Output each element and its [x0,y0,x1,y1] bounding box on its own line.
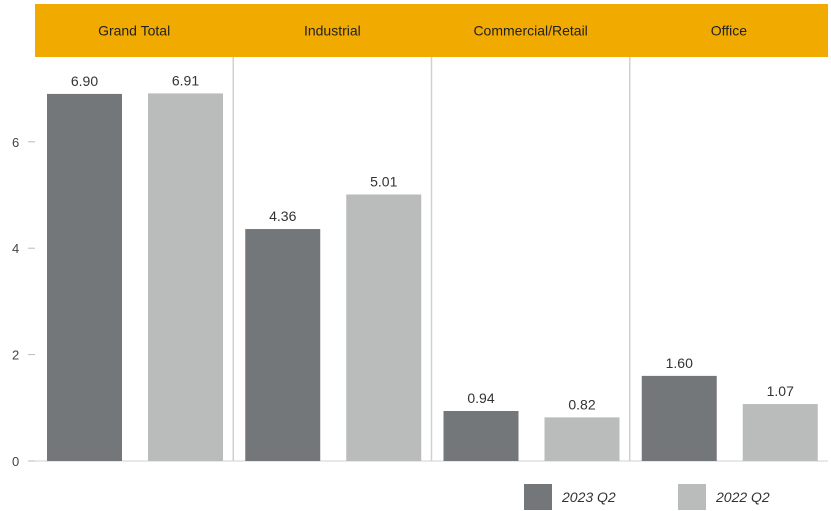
facet-label-commercial-retail: Commercial/Retail [473,23,587,39]
bar-2023-q2-industrial [245,229,321,461]
facet-header: Grand Total Industrial Commercial/Retail Of… [35,4,828,57]
data-label: 0.82 [568,396,595,412]
legend-label-2022-q2: 2022 Q2 [715,489,770,505]
data-label: 0.94 [467,390,494,406]
data-labels: 6.90 4.36 0.94 1.60 6.91 5.01 0.82 1.07 [71,72,794,412]
data-label: 1.07 [767,383,794,399]
data-label: 6.90 [71,73,98,89]
data-label: 1.60 [666,355,693,371]
data-label: 5.01 [370,173,397,189]
bars [47,93,818,462]
bar-2022-q2-grand-total [148,93,223,461]
bar-2022-q2-office [742,404,818,461]
y-tick-label: 4 [12,241,19,256]
facet-dividers [232,57,631,461]
legend-swatch-2022-q2 [678,484,706,510]
legend: 2023 Q2 2022 Q2 [524,484,770,510]
facet-label-industrial: Industrial [304,23,361,39]
legend-label-2023-q2: 2023 Q2 [561,489,616,505]
y-tick-label: 2 [12,348,19,363]
data-label: 4.36 [269,208,296,224]
facet-label-grand-total: Grand Total [98,23,170,39]
bar-2022-q2-industrial [346,194,422,461]
bar-2022-q2-commercial-retail [544,417,620,461]
bar-2023-q2-office [641,375,717,461]
bar-2023-q2-grand-total [47,93,122,462]
legend-swatch-2023-q2 [524,484,552,510]
y-tick-label: 0 [12,454,19,469]
facet-header-band [35,4,828,57]
data-label: 6.91 [172,72,199,88]
y-tick-label: 6 [12,135,19,150]
bar-2023-q2-commercial-retail [443,410,519,461]
facet-label-office: Office [711,23,748,39]
